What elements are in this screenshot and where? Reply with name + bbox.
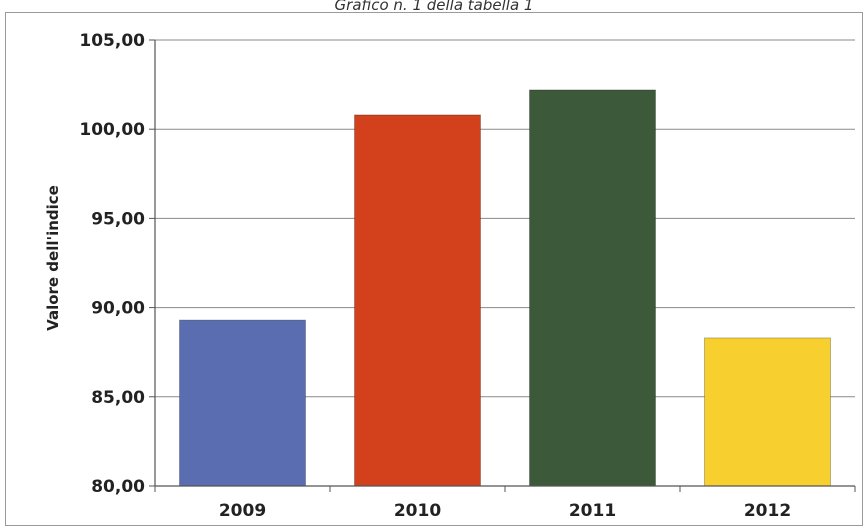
x-tick-label: 2009: [219, 501, 266, 521]
y-axis-label: Valore dell'indice: [44, 185, 62, 331]
bar-2012: [704, 337, 831, 487]
bar-2009: [179, 319, 306, 487]
y-tick-label: 90,00: [91, 299, 145, 319]
bar-2011: [529, 89, 656, 487]
x-tick-label: 2011: [569, 501, 616, 521]
y-tick-label: 100,00: [79, 120, 145, 140]
chart-title: Grafico n. 1 della tabella 1: [334, 0, 534, 14]
chart-frame: [5, 12, 863, 526]
y-tick-label: 95,00: [91, 209, 145, 229]
bars: [179, 89, 831, 487]
y-tick-label: 85,00: [91, 388, 145, 408]
y-tick-label: 80,00: [91, 477, 145, 497]
x-tick-label: 2010: [394, 501, 441, 521]
y-tick-label: 105,00: [79, 31, 145, 51]
axes: 80,00 85,00 90,00 95,00 100,00 105,00 2009 2010…: [79, 31, 856, 521]
bar-2010: [354, 114, 481, 487]
x-tick-label: 2012: [744, 501, 791, 521]
